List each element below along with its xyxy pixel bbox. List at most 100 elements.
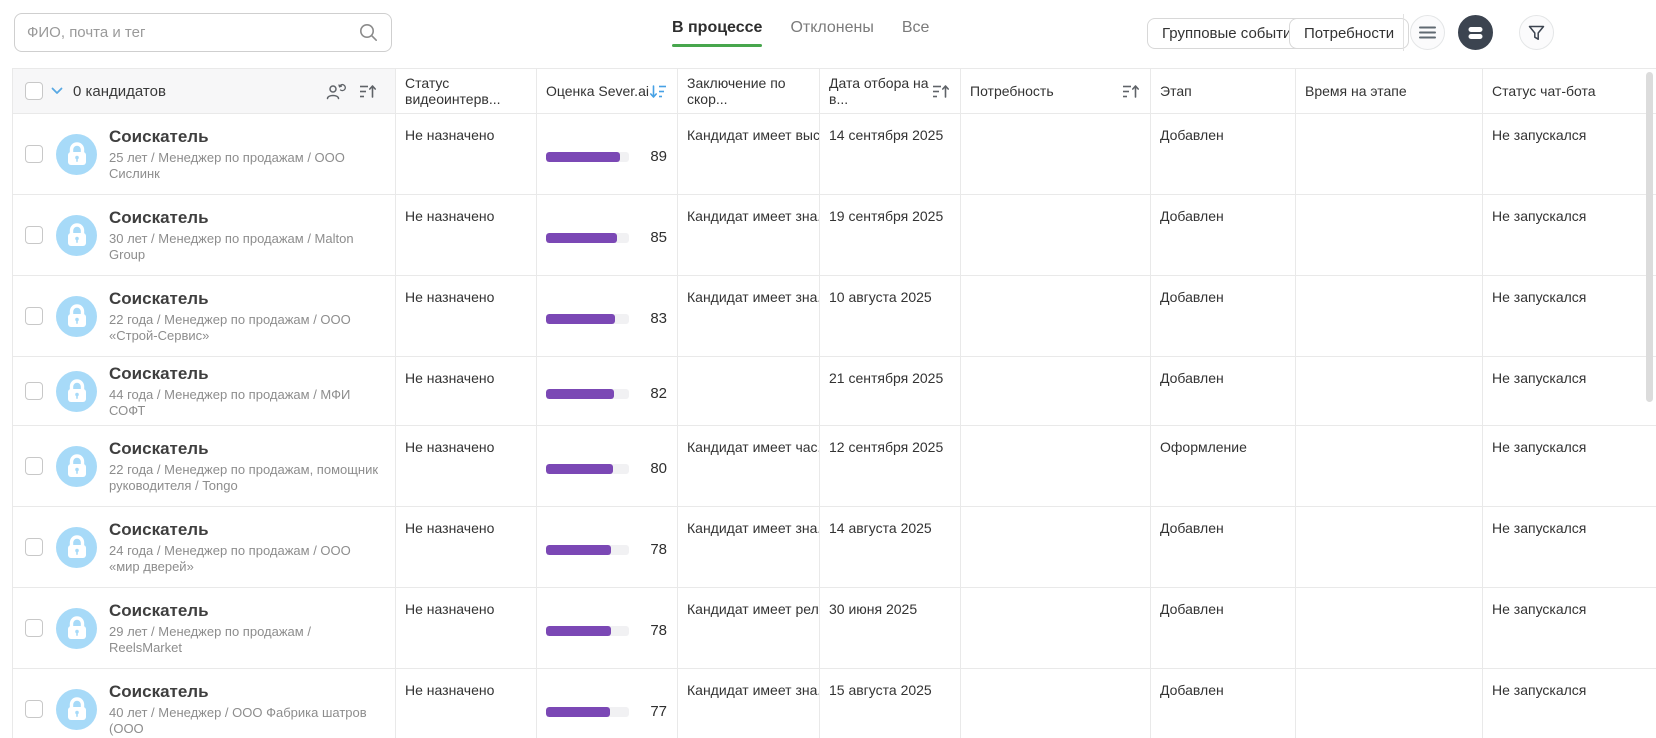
tab-all[interactable]: Все	[901, 19, 930, 36]
table-row[interactable]: Соискатель 44 года / Менеджер по продажа…	[13, 357, 1656, 426]
sort-asc-icon[interactable]	[1122, 84, 1140, 99]
row-checkbox[interactable]	[25, 538, 43, 556]
time-cell	[1296, 195, 1483, 276]
score-cell: 89	[537, 114, 678, 195]
table-row[interactable]: Соискатель 22 года / Менеджер по продажа…	[13, 276, 1656, 357]
sort-list-icon[interactable]	[359, 84, 377, 99]
tab-in-progress[interactable]: В процессе	[672, 19, 763, 47]
candidate-cell[interactable]: Соискатель 30 лет / Менеджер по продажам…	[13, 195, 396, 276]
table-row[interactable]: Соискатель 25 лет / Менеджер по продажам…	[13, 114, 1656, 195]
search-input[interactable]	[27, 24, 358, 41]
group-events-button[interactable]: Групповые события	[1147, 18, 1315, 49]
sort-desc-icon[interactable]	[649, 84, 667, 99]
table-row[interactable]: Соискатель 29 лет / Менеджер по продажам…	[13, 588, 1656, 669]
table-row[interactable]: Соискатель 24 года / Менеджер по продажа…	[13, 507, 1656, 588]
col-header-video-status[interactable]: Статус видеоинтерв...	[396, 69, 537, 114]
col-header-need[interactable]: Потребность	[961, 69, 1151, 114]
candidate-cell[interactable]: Соискатель 22 года / Менеджер по продажа…	[13, 276, 396, 357]
filter-funnel-icon	[1527, 24, 1546, 42]
col-header-date-label: Дата отбора на в...	[829, 75, 929, 107]
row-checkbox[interactable]	[25, 619, 43, 637]
row-checkbox[interactable]	[25, 700, 43, 718]
lock-icon	[66, 379, 88, 403]
col-header-stage[interactable]: Этап	[1151, 69, 1296, 114]
top-toolbar: В процессе Отклонены Все Групповые событ…	[0, 0, 1656, 66]
tab-rejected[interactable]: Отклонены	[790, 19, 874, 36]
score-value: 83	[650, 310, 667, 327]
conclusion-cell: Кандидат имеет зна...	[678, 669, 820, 738]
row-checkbox[interactable]	[25, 307, 43, 325]
col-header-score[interactable]: Оценка Sever.ai	[537, 69, 678, 114]
candidate-name[interactable]: Соискатель	[109, 520, 209, 539]
candidate-name[interactable]: Соискатель	[109, 364, 209, 383]
stage-cell: Добавлен	[1151, 195, 1296, 276]
filter-button[interactable]	[1519, 15, 1554, 50]
date-cell: 30 июня 2025	[820, 588, 961, 669]
chat-status-cell: Не запускался	[1483, 588, 1656, 669]
col-header-time[interactable]: Время на этапе	[1296, 69, 1483, 114]
table-view-button[interactable]	[1458, 15, 1493, 50]
needs-button[interactable]: Потребности	[1289, 18, 1410, 49]
status-tabs: В процессе Отклонены Все	[672, 19, 929, 47]
score-bar-track	[546, 232, 630, 243]
candidate-name[interactable]: Соискатель	[109, 127, 209, 146]
selection-header-cell: 0 кандидатов	[13, 69, 396, 114]
video-status-cell: Не назначено	[396, 507, 537, 588]
candidate-cell[interactable]: Соискатель 24 года / Менеджер по продажа…	[13, 507, 396, 588]
video-status-cell: Не назначено	[396, 276, 537, 357]
video-status-cell: Не назначено	[396, 669, 537, 738]
score-cell: 80	[537, 426, 678, 507]
time-cell	[1296, 426, 1483, 507]
row-checkbox[interactable]	[25, 145, 43, 163]
candidate-name[interactable]: Соискатель	[109, 208, 209, 227]
score-bar-track	[546, 151, 630, 162]
assign-user-icon[interactable]	[326, 83, 346, 100]
video-status-cell: Не назначено	[396, 114, 537, 195]
table-row[interactable]: Соискатель 22 года / Менеджер по продажа…	[13, 426, 1656, 507]
lock-icon	[66, 142, 88, 166]
col-header-chat-status[interactable]: Статус чат-бота	[1483, 69, 1656, 114]
table-row[interactable]: Соискатель 40 лет / Менеджер / ООО Фабри…	[13, 669, 1656, 738]
time-cell	[1296, 669, 1483, 738]
row-checkbox[interactable]	[25, 457, 43, 475]
need-cell	[961, 426, 1151, 507]
stage-cell: Оформление	[1151, 426, 1296, 507]
score-bar-fill	[546, 706, 611, 717]
row-checkbox[interactable]	[25, 226, 43, 244]
candidate-name[interactable]: Соискатель	[109, 601, 209, 620]
table-row[interactable]: Соискатель 30 лет / Менеджер по продажам…	[13, 195, 1656, 276]
stage-cell: Добавлен	[1151, 276, 1296, 357]
vertical-scrollbar[interactable]	[1646, 72, 1653, 402]
search-box[interactable]	[14, 13, 392, 52]
candidate-cell[interactable]: Соискатель 25 лет / Менеджер по продажам…	[13, 114, 396, 195]
list-view-button[interactable]	[1410, 15, 1445, 50]
score-bar-track	[546, 463, 630, 474]
lock-icon	[66, 697, 88, 721]
col-header-conclusion[interactable]: Заключение по скор...	[678, 69, 820, 114]
candidate-name[interactable]: Соискатель	[109, 682, 209, 701]
score-bar-track	[546, 706, 630, 717]
candidate-cell[interactable]: Соискатель 29 лет / Менеджер по продажам…	[13, 588, 396, 669]
avatar	[56, 214, 97, 256]
video-status-cell: Не назначено	[396, 357, 537, 426]
avatar	[56, 370, 97, 412]
row-checkbox[interactable]	[25, 382, 43, 400]
sort-asc-icon[interactable]	[932, 84, 950, 99]
candidate-name[interactable]: Соискатель	[109, 289, 209, 308]
select-all-checkbox[interactable]	[25, 82, 43, 100]
chevron-down-icon[interactable]	[51, 87, 63, 95]
score-cell: 82	[537, 357, 678, 426]
video-status-cell: Не назначено	[396, 195, 537, 276]
candidate-details: 30 лет / Менеджер по продажам / Malton G…	[109, 231, 354, 262]
candidate-name[interactable]: Соискатель	[109, 439, 209, 458]
candidate-cell[interactable]: Соискатель 22 года / Менеджер по продажа…	[13, 426, 396, 507]
score-bar-track	[546, 313, 630, 324]
col-header-date[interactable]: Дата отбора на в...	[820, 69, 961, 114]
candidate-cell[interactable]: Соискатель 40 лет / Менеджер / ООО Фабри…	[13, 669, 396, 738]
date-cell: 12 сентября 2025	[820, 426, 961, 507]
need-cell	[961, 114, 1151, 195]
lock-icon	[66, 304, 88, 328]
score-cell: 85	[537, 195, 678, 276]
score-cell: 83	[537, 276, 678, 357]
candidate-cell[interactable]: Соискатель 44 года / Менеджер по продажа…	[13, 357, 396, 426]
